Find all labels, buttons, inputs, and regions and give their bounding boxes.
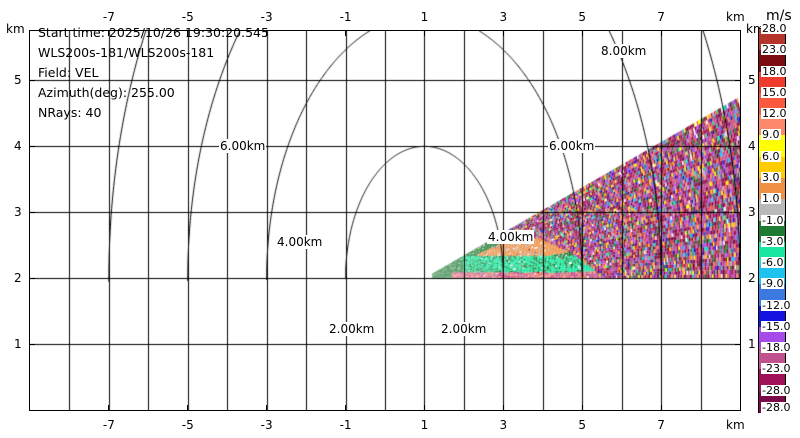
x-axis-unit-top-right: km [726,10,745,24]
axis-tick-mark [660,405,662,411]
annotation-azimuth: Azimuth(deg): 255.00 [38,85,175,100]
colorbar-tick-0: 28.0 [761,22,788,35]
x-tick-top-6: 5 [578,10,587,24]
range-ring-label-1: 6.00km [219,139,267,153]
axis-tick-mark [29,79,35,81]
annotation-instrument: WLS200s-181/WLS200s-181 [38,45,215,60]
axis-tick-mark [29,145,35,147]
axis-tick-mark [266,405,268,411]
x-tick-top-2: -3 [260,10,273,24]
x-tick-bottom-3: -1 [339,418,352,432]
axis-tick-mark [660,30,662,36]
x-tick-bottom-4: 1 [420,418,429,432]
range-ring-label-3: 4.00km [276,235,324,249]
x-tick-bottom-2: -3 [260,418,273,432]
x-tick-top-3: -1 [339,10,352,24]
y-axis-unit-left: km [6,22,25,36]
annotation-nrays: NRays: 40 [38,105,102,120]
annotation-start-time: Start time: 2025/10/26 19:30:20.545 [38,25,269,40]
axis-tick-mark [423,405,425,411]
x-tick-bottom-5: 3 [499,418,508,432]
x-tick-bottom-7: 7 [657,418,665,432]
axis-tick-mark [345,30,347,36]
colorbar-tick-10: -3.0 [761,234,785,248]
colorbar-tick-13: -12.0 [761,298,792,312]
colorbar-tick-14: -15.0 [761,319,792,333]
range-ring-label-4: 4.00km [487,230,535,244]
axis-tick-mark [735,277,741,279]
colorbar-tick-3: 15.0 [761,85,788,99]
axis-tick-mark [345,405,347,411]
colorbar-tick-15: -18.0 [761,341,792,355]
axis-tick-mark [581,30,583,36]
y-tick-right-4: 5 [748,73,756,88]
axis-tick-mark [735,211,741,213]
colorbar-unit-label: m/s [766,8,792,24]
colorbar-tick-6: 6.0 [761,149,781,163]
axis-tick-mark [423,30,425,36]
colorbar-tick-17: -28.0 [761,383,792,397]
colorbar-tick-5: 9.0 [761,128,781,142]
x-tick-bottom-0: -7 [102,418,115,432]
x-axis-unit-bottom-right: km [726,418,745,432]
x-tick-bottom-6: 5 [578,418,587,432]
axis-tick-mark [29,211,35,213]
plot-area [30,31,740,410]
axis-tick-mark [581,405,583,411]
colorbar-tick-8: 1.0 [761,192,781,206]
y-tick-left-4: 5 [14,73,22,88]
x-tick-top-0: -7 [102,10,115,24]
y-tick-left-3: 4 [14,139,22,154]
range-ring-label-6: 2.00km [440,322,488,336]
axis-tick-mark [502,30,504,36]
range-ring-label-0: 8.00km [600,44,648,58]
colorbar-tick-12: -9.0 [761,277,785,291]
y-tick-left-1: 2 [14,271,22,286]
colorbar-tick-9: -1.0 [761,213,785,227]
annotation-field: Field: VEL [38,65,99,80]
y-tick-left-0: 1 [14,337,22,352]
axis-tick-mark [29,277,35,279]
axis-tick-mark [735,343,741,345]
colorbar-tick-16: -23.0 [761,362,792,376]
x-tick-top-1: -5 [181,10,194,24]
axis-tick-mark [108,405,110,411]
colorbar-tick-4: 12.0 [761,107,788,121]
x-tick-top-7: 7 [657,10,665,24]
axis-tick-mark [735,79,741,81]
y-tick-right-0: 1 [748,337,756,352]
plot-frame [29,30,741,411]
axis-tick-mark [502,405,504,411]
x-tick-top-4: 1 [420,10,429,24]
axis-tick-mark [187,30,189,36]
range-ring-label-5: 2.00km [328,322,376,336]
x-tick-bottom-1: -5 [181,418,194,432]
range-ring-label-2: 6.00km [548,139,596,153]
axis-tick-mark [108,30,110,36]
y-tick-right-3: 4 [748,139,756,154]
axis-tick-mark [187,405,189,411]
colorbar-tick-min: -28.0 [761,401,792,414]
y-tick-right-1: 2 [748,271,756,286]
y-tick-left-2: 3 [14,205,22,220]
axis-tick-mark [735,145,741,147]
y-tick-right-2: 3 [748,205,756,220]
annotation-block: Start time: 2025/10/26 19:30:20.545 WLS2… [38,23,269,123]
colorbar-tick-11: -6.0 [761,256,785,270]
grid-and-range-rings [30,31,740,410]
colorbar-tick-2: 18.0 [761,64,788,78]
axis-tick-mark [29,343,35,345]
colorbar-tick-1: 23.0 [761,43,788,57]
x-tick-top-5: 3 [499,10,508,24]
colorbar-tick-7: 3.0 [761,170,781,184]
axis-tick-mark [266,30,268,36]
